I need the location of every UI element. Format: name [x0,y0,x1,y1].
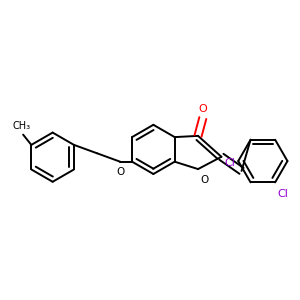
Text: Cl: Cl [224,158,235,168]
Text: O: O [200,175,208,185]
Text: Cl: Cl [277,188,288,199]
Text: CH₃: CH₃ [12,121,30,130]
Text: O: O [198,104,207,114]
Text: O: O [116,167,124,177]
